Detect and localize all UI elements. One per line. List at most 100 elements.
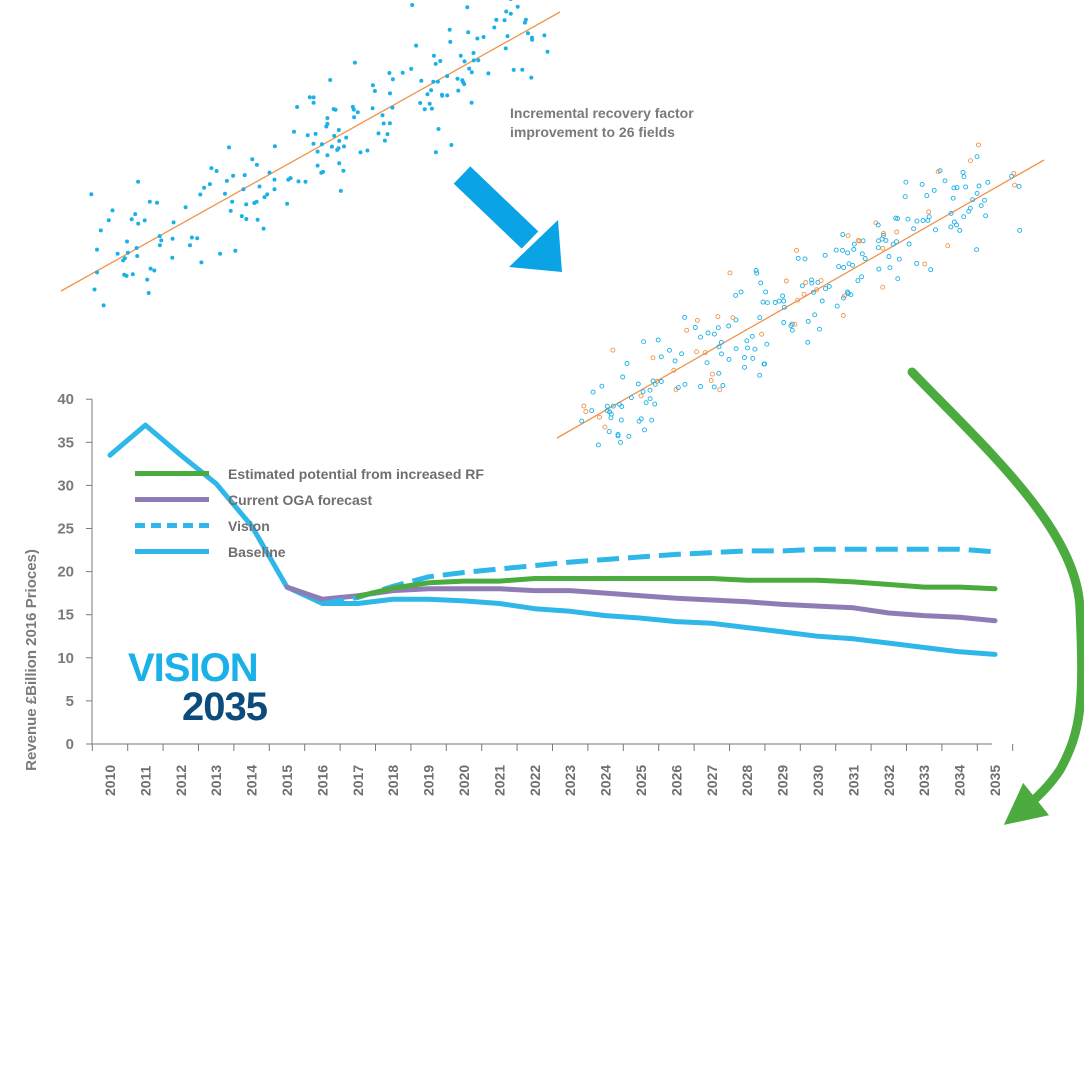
scatter-point bbox=[772, 300, 778, 305]
scatter-point bbox=[1016, 183, 1022, 189]
scatter-point bbox=[974, 190, 980, 196]
scatter-point bbox=[945, 243, 951, 249]
scatter-point bbox=[352, 60, 357, 65]
scatter-point bbox=[418, 101, 423, 105]
scatter-point bbox=[202, 185, 207, 190]
scatter-point bbox=[252, 201, 257, 205]
x-tick-label: 2019 bbox=[421, 765, 437, 796]
scatter-point bbox=[922, 261, 928, 267]
scatter-point bbox=[842, 293, 847, 299]
scatter-point bbox=[812, 312, 818, 318]
x-tick-label: 2014 bbox=[244, 765, 260, 796]
scatter-point bbox=[789, 327, 795, 333]
scatter-point bbox=[682, 381, 688, 387]
scatter-point bbox=[520, 67, 525, 72]
scatter-point bbox=[597, 414, 602, 420]
scatter-point bbox=[136, 221, 141, 226]
scatter-point bbox=[307, 95, 312, 100]
scatter-point bbox=[764, 341, 770, 347]
scatter-point bbox=[711, 331, 717, 337]
scatter-point bbox=[481, 35, 486, 39]
scatter-point bbox=[851, 241, 857, 247]
scatter-point bbox=[760, 299, 766, 305]
y-axis: 0 5 10 15 20 25 30 35 40 bbox=[57, 391, 93, 753]
scatter-point bbox=[880, 245, 886, 251]
scatter-point bbox=[133, 212, 138, 217]
scatter-point bbox=[780, 293, 786, 299]
scatter-point bbox=[515, 4, 520, 9]
scatter-point bbox=[823, 286, 828, 292]
legend-item-baseline: Baseline bbox=[135, 540, 484, 563]
series-line-estimated-potential-from-increased-rf bbox=[355, 576, 998, 600]
scatter-point bbox=[98, 228, 103, 233]
scatter-point bbox=[390, 105, 395, 110]
scatter-point bbox=[195, 236, 200, 241]
scatter-point bbox=[145, 277, 150, 282]
series-line-baseline bbox=[107, 422, 998, 657]
scatter-point bbox=[390, 77, 395, 82]
scatter-point bbox=[409, 66, 414, 71]
scatter-point bbox=[106, 218, 111, 223]
scatter-point bbox=[757, 372, 763, 378]
scatter-bottom-points bbox=[579, 142, 1023, 448]
scatter-point bbox=[183, 205, 188, 210]
scatter-point bbox=[352, 115, 357, 120]
scatter-point bbox=[502, 18, 507, 23]
scatter-point bbox=[738, 289, 744, 295]
x-tick-label: 2030 bbox=[810, 765, 826, 796]
scatter-point bbox=[845, 291, 851, 296]
scatter-point bbox=[942, 178, 948, 184]
scatter-point bbox=[606, 429, 612, 435]
y-tick-label: 15 bbox=[57, 607, 74, 624]
scatter-point bbox=[447, 27, 452, 32]
scatter-point bbox=[350, 104, 355, 109]
scatter-point bbox=[951, 185, 957, 191]
scatter-point bbox=[288, 176, 293, 181]
scatter-point bbox=[425, 92, 430, 97]
scatter-point bbox=[242, 173, 247, 178]
scatter-top-points bbox=[89, 0, 550, 308]
scatter-point bbox=[679, 351, 685, 357]
scatter-point bbox=[189, 235, 194, 240]
scatter-point bbox=[146, 291, 151, 295]
x-tick-label: 2029 bbox=[775, 765, 791, 796]
scatter-point bbox=[694, 349, 699, 355]
scatter-point bbox=[504, 9, 509, 14]
scatter-point bbox=[157, 234, 162, 239]
scatter-point bbox=[272, 187, 277, 192]
scatter-point bbox=[610, 403, 616, 409]
scatter-point bbox=[636, 418, 642, 424]
scatter-point bbox=[905, 216, 911, 222]
vision-2035-logo: VISION 2035 bbox=[128, 648, 268, 727]
scatter-point bbox=[817, 326, 822, 332]
scatter-point bbox=[985, 179, 991, 185]
scatter-point bbox=[672, 358, 678, 364]
scatter-point bbox=[224, 178, 229, 183]
scatter-point bbox=[338, 188, 343, 193]
scatter-point bbox=[924, 193, 930, 199]
scatter-point bbox=[92, 287, 97, 292]
x-axis: 2010 2011 2012 2013 2014 2015 2016 2017 2018 2019… bbox=[91, 743, 1014, 796]
scatter-point bbox=[449, 143, 454, 147]
scatter-point bbox=[733, 346, 739, 352]
scatter-point bbox=[781, 320, 787, 325]
scatter-point bbox=[159, 238, 164, 243]
scatter-point bbox=[895, 276, 901, 282]
scatter-point bbox=[590, 389, 596, 395]
scatter-point bbox=[834, 303, 840, 309]
scatter-point bbox=[845, 250, 851, 256]
scatter-point bbox=[414, 43, 419, 48]
scatter-point bbox=[671, 367, 677, 373]
x-tick-label: 2020 bbox=[456, 765, 472, 796]
y-tick-label: 10 bbox=[57, 650, 74, 667]
scatter-point bbox=[850, 262, 856, 268]
scatter-point bbox=[799, 283, 805, 289]
scatter-point bbox=[638, 416, 644, 422]
scatter-point bbox=[742, 364, 747, 370]
scatter-point bbox=[925, 217, 931, 223]
scatter-point bbox=[344, 135, 349, 140]
scatter-point bbox=[157, 243, 162, 248]
scatter-point bbox=[462, 59, 467, 64]
scatter-point bbox=[876, 266, 882, 272]
